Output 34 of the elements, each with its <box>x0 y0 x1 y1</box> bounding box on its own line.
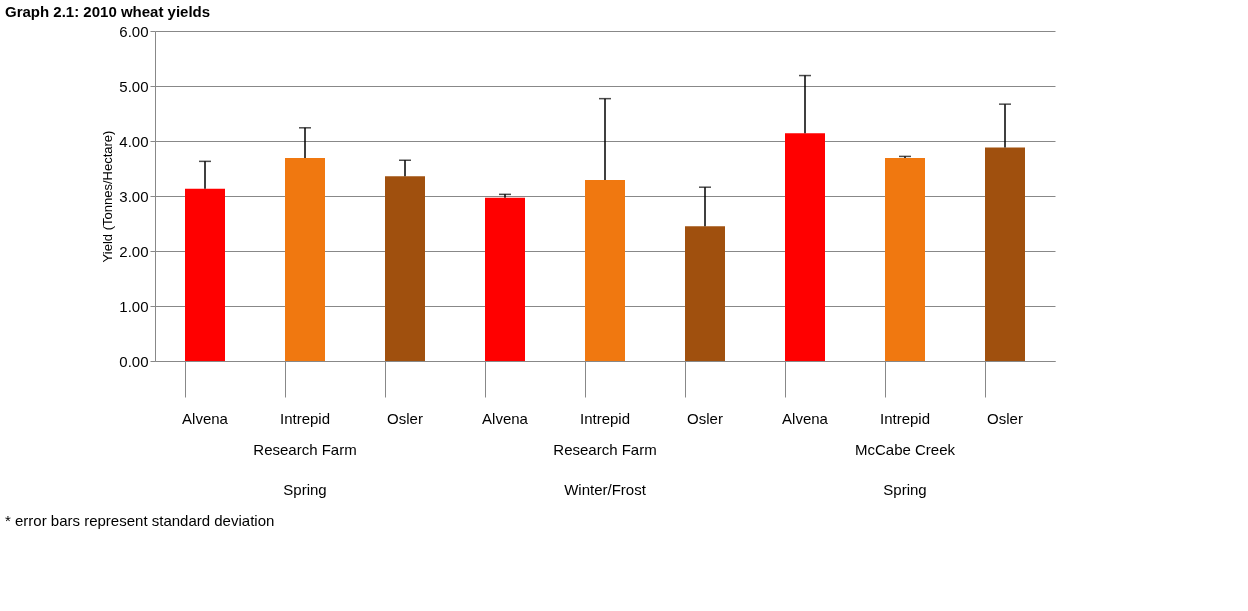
bar <box>685 226 725 361</box>
bar <box>985 147 1025 361</box>
x-tick-label: Osler <box>687 409 723 427</box>
x-tick-label: Intrepid <box>279 409 331 427</box>
bar <box>785 133 825 361</box>
chart-title: Graph 2.1: 2010 wheat yields <box>5 3 211 20</box>
text: Research Farm <box>553 441 657 458</box>
y-tick-label: 4.00 <box>119 132 149 150</box>
y-tick-label: 2.00 <box>119 242 149 260</box>
y-tick-label: 1.00 <box>119 297 149 315</box>
y-axis-title: Yield (Tonnes/Hectare) <box>100 130 116 263</box>
bar <box>885 158 925 361</box>
text: Research Farm <box>253 441 357 458</box>
text: Winter/Frost <box>564 481 647 498</box>
y-tick-label: 5.00 <box>119 77 149 95</box>
text: * error bars represent standard deviation <box>5 512 275 529</box>
x-tick-label: Osler <box>987 409 1023 427</box>
x-tick-label: Alvena <box>782 409 829 427</box>
text: Spring <box>283 481 327 498</box>
text: McCabe Creek <box>854 441 956 458</box>
y-tick-label: 3.00 <box>119 187 149 205</box>
x-tick-label: Intrepid <box>879 409 931 427</box>
bar <box>585 180 625 361</box>
text: Spring <box>883 481 927 498</box>
x-tick-label: Alvena <box>482 409 529 427</box>
x-tick-label: Intrepid <box>579 409 631 427</box>
bar <box>485 197 525 361</box>
bar <box>385 176 425 361</box>
x-tick-label: Osler <box>387 409 423 427</box>
y-tick-label: 6.00 <box>119 22 149 40</box>
bar <box>285 158 325 361</box>
y-tick-label: 0.00 <box>119 352 149 370</box>
x-tick-label: Alvena <box>182 409 229 427</box>
bar <box>185 188 225 361</box>
